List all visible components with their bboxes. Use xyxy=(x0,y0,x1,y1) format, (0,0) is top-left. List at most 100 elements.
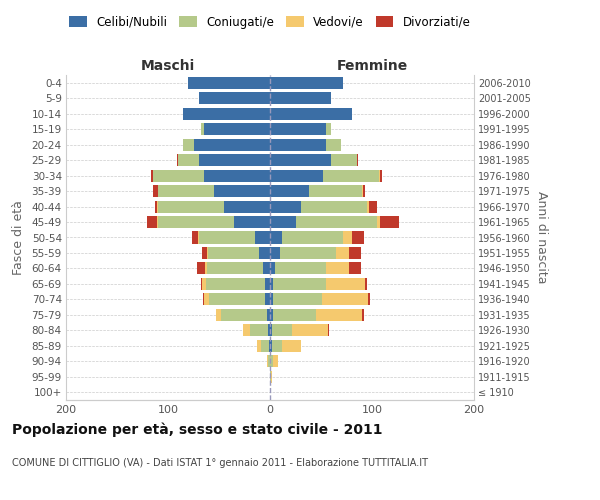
Bar xyxy=(270,324,329,336)
Bar xyxy=(270,154,356,166)
Bar xyxy=(177,154,270,166)
Bar xyxy=(270,154,356,166)
Bar xyxy=(270,356,278,368)
Bar xyxy=(184,108,270,120)
Bar xyxy=(270,324,328,336)
Bar xyxy=(270,76,343,89)
Bar xyxy=(270,247,280,259)
Bar xyxy=(151,170,270,181)
Legend: Celibi/Nubili, Coniugati/e, Vedovi/e, Divorziati/e: Celibi/Nubili, Coniugati/e, Vedovi/e, Di… xyxy=(65,11,475,34)
Bar xyxy=(270,340,272,352)
Bar xyxy=(184,108,270,120)
Bar xyxy=(270,324,272,336)
Bar xyxy=(270,247,361,259)
Bar xyxy=(204,294,270,306)
Text: Popolazione per età, sesso e stato civile - 2011: Popolazione per età, sesso e stato civil… xyxy=(12,422,383,437)
Bar xyxy=(199,92,270,104)
Bar xyxy=(270,278,367,290)
Bar xyxy=(200,278,270,290)
Bar xyxy=(270,278,326,290)
Bar xyxy=(188,76,270,89)
Bar xyxy=(270,294,368,306)
Bar xyxy=(270,340,301,352)
Bar xyxy=(270,200,301,212)
Bar xyxy=(200,123,270,135)
Bar xyxy=(270,309,273,321)
Bar xyxy=(270,216,380,228)
Bar xyxy=(216,309,270,321)
Bar xyxy=(202,278,270,290)
Bar xyxy=(270,371,272,383)
Bar xyxy=(270,294,370,306)
Bar xyxy=(244,324,270,336)
Bar xyxy=(270,247,337,259)
Y-axis label: Fasce di età: Fasce di età xyxy=(11,200,25,275)
Bar xyxy=(206,278,270,290)
Bar xyxy=(270,232,282,243)
Bar xyxy=(199,232,270,243)
Bar xyxy=(270,138,341,150)
Bar xyxy=(199,154,270,166)
Bar xyxy=(270,138,341,150)
Bar xyxy=(270,92,331,104)
Bar xyxy=(259,247,270,259)
Bar xyxy=(204,170,270,181)
Bar xyxy=(270,200,377,212)
Bar xyxy=(197,262,270,274)
Text: Maschi: Maschi xyxy=(141,60,195,74)
Bar xyxy=(250,324,270,336)
Bar xyxy=(270,185,309,197)
Bar xyxy=(199,92,270,104)
Bar xyxy=(267,356,270,368)
Bar xyxy=(158,216,270,228)
Bar xyxy=(270,123,331,135)
Bar xyxy=(224,200,270,212)
Bar xyxy=(158,200,270,212)
Bar xyxy=(235,216,270,228)
Bar xyxy=(184,138,270,150)
Bar xyxy=(268,324,270,336)
Text: COMUNE DI CITTIGLIO (VA) - Dati ISTAT 1° gennaio 2011 - Elaborazione TUTTITALIA.: COMUNE DI CITTIGLIO (VA) - Dati ISTAT 1°… xyxy=(12,458,428,468)
Bar xyxy=(270,309,316,321)
Bar xyxy=(199,92,270,104)
Bar xyxy=(197,232,270,243)
Bar xyxy=(270,200,367,212)
Bar xyxy=(216,309,270,321)
Bar xyxy=(269,340,270,352)
Bar xyxy=(257,340,270,352)
Bar xyxy=(270,92,331,104)
Bar xyxy=(188,76,270,89)
Bar xyxy=(270,170,380,181)
Bar xyxy=(221,309,270,321)
Bar xyxy=(270,200,369,212)
Bar xyxy=(270,92,331,104)
Bar xyxy=(270,262,349,274)
Bar xyxy=(146,216,270,228)
Bar xyxy=(270,294,273,306)
Bar xyxy=(270,247,349,259)
Bar xyxy=(178,154,270,166)
Bar xyxy=(270,216,398,228)
Bar xyxy=(152,170,270,181)
Bar xyxy=(155,200,270,212)
Bar xyxy=(270,123,326,135)
Bar xyxy=(270,76,343,89)
Bar xyxy=(270,170,323,181)
Bar xyxy=(270,108,352,120)
Bar xyxy=(263,262,270,274)
Bar xyxy=(205,262,270,274)
Bar xyxy=(184,138,270,150)
Bar xyxy=(270,108,352,120)
Bar xyxy=(270,371,272,383)
Text: Femmine: Femmine xyxy=(337,60,407,74)
Bar xyxy=(270,138,341,150)
Bar xyxy=(254,232,270,243)
Bar xyxy=(207,262,270,274)
Bar xyxy=(270,216,296,228)
Bar xyxy=(244,324,270,336)
Bar xyxy=(267,356,270,368)
Bar xyxy=(270,309,362,321)
Bar xyxy=(193,138,270,150)
Bar xyxy=(200,123,270,135)
Bar xyxy=(208,247,270,259)
